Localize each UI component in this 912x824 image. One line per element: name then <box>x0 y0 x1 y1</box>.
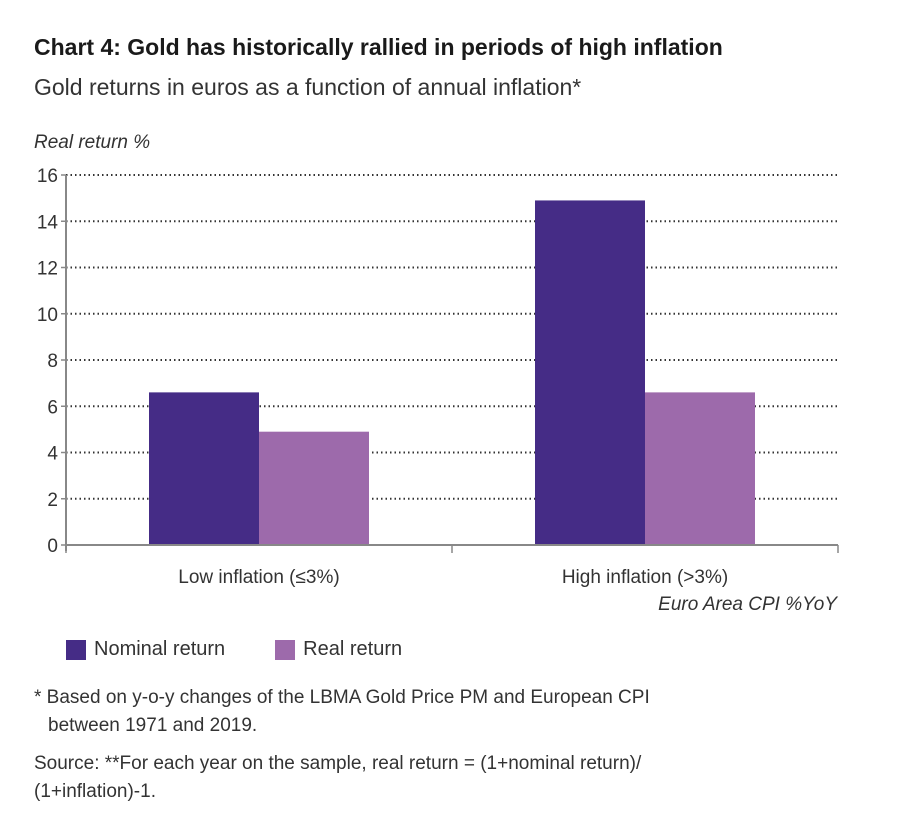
bar-chart: 0 2 4 6 8 10 12 14 16 Low inflation (≤3%) High in… <box>37 166 839 588</box>
y-tick-label: 4 <box>47 444 58 465</box>
chart-subtitle: Gold returns in euros as a function of a… <box>34 74 582 100</box>
chart-title: Chart 4: Gold has historically rallied i… <box>34 34 723 60</box>
bar-nominal-return <box>149 392 259 545</box>
y-axis-ticks: 0 2 4 6 8 10 12 14 16 <box>37 166 66 557</box>
x-tick-label: High inflation (>3%) <box>562 567 728 588</box>
legend-label-nominal: Nominal return <box>94 638 226 660</box>
x-axis-ticks: Low inflation (≤3%) High inflation (>3%) <box>178 567 728 588</box>
legend-swatch-real <box>275 639 296 660</box>
legend-item-real: Real return <box>275 638 402 661</box>
y-tick-label: 6 <box>47 397 58 418</box>
legend: Nominal return Real return <box>66 638 452 661</box>
y-tick-label: 12 <box>37 259 58 280</box>
footnote: * Based on y-o-y changes of the LBMA Gol… <box>34 684 814 740</box>
source-line-2: (1+inflation)-1. <box>34 781 156 802</box>
legend-item-nominal: Nominal return <box>66 638 225 661</box>
source-note: Source: **For each year on the sample, r… <box>34 750 824 806</box>
y-axis-label: Real return % <box>34 132 151 153</box>
y-tick-label: 10 <box>37 305 58 326</box>
y-tick-label: 14 <box>37 212 59 233</box>
bar-nominal-return <box>535 200 645 545</box>
bar-real-return <box>645 392 755 545</box>
bars <box>149 200 755 545</box>
legend-label-real: Real return <box>303 638 403 660</box>
y-tick-label: 8 <box>47 351 58 372</box>
y-tick-label: 0 <box>47 536 58 557</box>
y-tick-label: 16 <box>37 166 58 187</box>
x-axis-label: Euro Area CPI %YoY <box>658 594 837 615</box>
axes <box>65 175 839 553</box>
footnote-line-2: between 1971 and 2019. <box>48 715 258 736</box>
x-tick-label: Low inflation (≤3%) <box>178 567 339 588</box>
y-tick-label: 2 <box>47 490 58 511</box>
source-line-1: Source: **For each year on the sample, r… <box>34 753 642 774</box>
legend-swatch-nominal <box>66 639 86 660</box>
footnote-line-1: * Based on y-o-y changes of the LBMA Gol… <box>34 687 650 708</box>
bar-real-return <box>259 431 369 545</box>
